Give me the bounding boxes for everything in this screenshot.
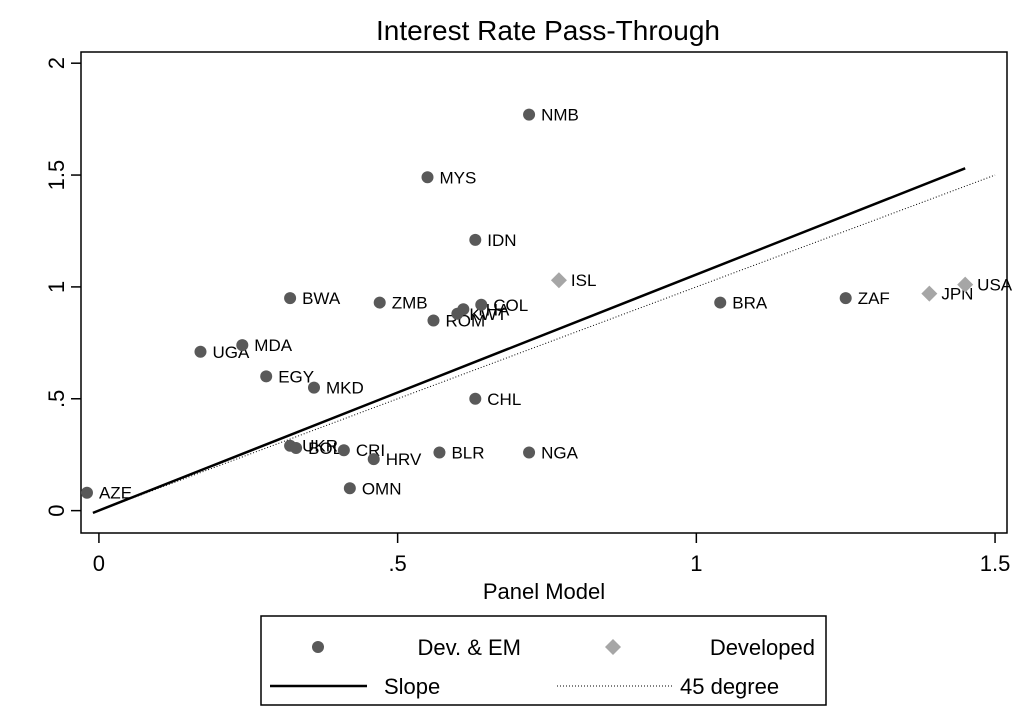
point-label-egy: EGY: [278, 367, 314, 386]
legend-label-developed: Developed: [710, 635, 815, 660]
point-label-zaf: ZAF: [858, 289, 890, 308]
legend: Dev. & EM Developed Slope 45 degree: [260, 615, 827, 706]
data-point-mkd: [307, 381, 320, 394]
data-point-usa: [957, 276, 974, 293]
legend-label-slope: Slope: [384, 674, 440, 699]
point-label-nga: NGA: [541, 443, 579, 462]
data-point-mys: [421, 171, 434, 184]
data-point-nga: [523, 446, 536, 459]
data-point-rom: [427, 314, 440, 327]
data-point-uga: [194, 345, 207, 358]
data-point-bra: [714, 296, 727, 309]
fit-lines: [92, 167, 996, 515]
y-tick-label: 1.5: [44, 160, 69, 191]
data-point-zaf: [839, 292, 852, 305]
y-axis: 0 .5 1 1.5 2: [44, 57, 81, 517]
point-label-usa: USA: [977, 276, 1013, 295]
legend-marker-dev-em: [312, 641, 324, 653]
chart-title: Interest Rate Pass-Through: [376, 15, 720, 46]
point-label-hrv: HRV: [386, 450, 422, 469]
point-label-blr: BLR: [451, 443, 484, 462]
legend-marker-developed: [605, 639, 621, 655]
legend-label-dev-em: Dev. & EM: [417, 635, 521, 660]
point-label-bra: BRA: [732, 294, 768, 313]
data-point-blr: [433, 446, 446, 459]
y-tick-label: 2: [44, 57, 69, 69]
x-tick-label: 0: [93, 551, 105, 576]
x-axis: 0 .5 1 1.5: [93, 533, 1011, 576]
x-tick-label: 1: [690, 551, 702, 576]
point-label-idn: IDN: [487, 231, 516, 250]
data-point-bol: [290, 441, 303, 454]
y-tick-label: .5: [44, 390, 69, 408]
data-point-isl: [550, 272, 567, 289]
data-point-zmb: [373, 296, 386, 309]
point-label-ukr: UKR: [302, 437, 338, 456]
point-label-isl: ISL: [571, 271, 597, 290]
data-point-omn: [343, 482, 356, 495]
legend-label-45-degree: 45 degree: [680, 674, 779, 699]
data-point-mda: [236, 339, 249, 352]
plot-frame: [80, 51, 1008, 534]
point-label-chl: CHL: [487, 390, 521, 409]
point-label-mda: MDA: [254, 336, 292, 355]
point-label-bol: BOL: [308, 439, 342, 458]
data-point-bwa: [284, 292, 297, 305]
data-point-chl: [469, 392, 482, 405]
point-label-mkd: MKD: [326, 379, 364, 398]
data-point-cri: [337, 444, 350, 457]
point-label-bwa: BWA: [302, 289, 341, 308]
data-point-idn: [469, 233, 482, 246]
x-tick-label: 1.5: [980, 551, 1011, 576]
point-label-col: COL: [493, 296, 528, 315]
x-axis-label: Panel Model: [483, 579, 605, 604]
point-label-aze: AZE: [99, 484, 132, 503]
point-label-nmb: NMB: [541, 106, 579, 125]
data-point-col: [475, 298, 488, 311]
point-label-zmb: ZMB: [392, 294, 428, 313]
x-tick-label: .5: [388, 551, 406, 576]
data-point-hrv: [367, 453, 380, 466]
data-point-aze: [80, 486, 93, 499]
data-point-egy: [260, 370, 273, 383]
legend-box: [260, 615, 827, 706]
slope-line: [92, 167, 966, 515]
point-label-mys: MYS: [440, 168, 477, 187]
data-point-nmb: [523, 108, 536, 121]
data-point-jpn: [921, 285, 938, 302]
point-label-omn: OMN: [362, 479, 402, 498]
y-tick-label: 1: [44, 281, 69, 293]
data-point-tha: [457, 303, 470, 316]
y-tick-label: 0: [44, 505, 69, 517]
